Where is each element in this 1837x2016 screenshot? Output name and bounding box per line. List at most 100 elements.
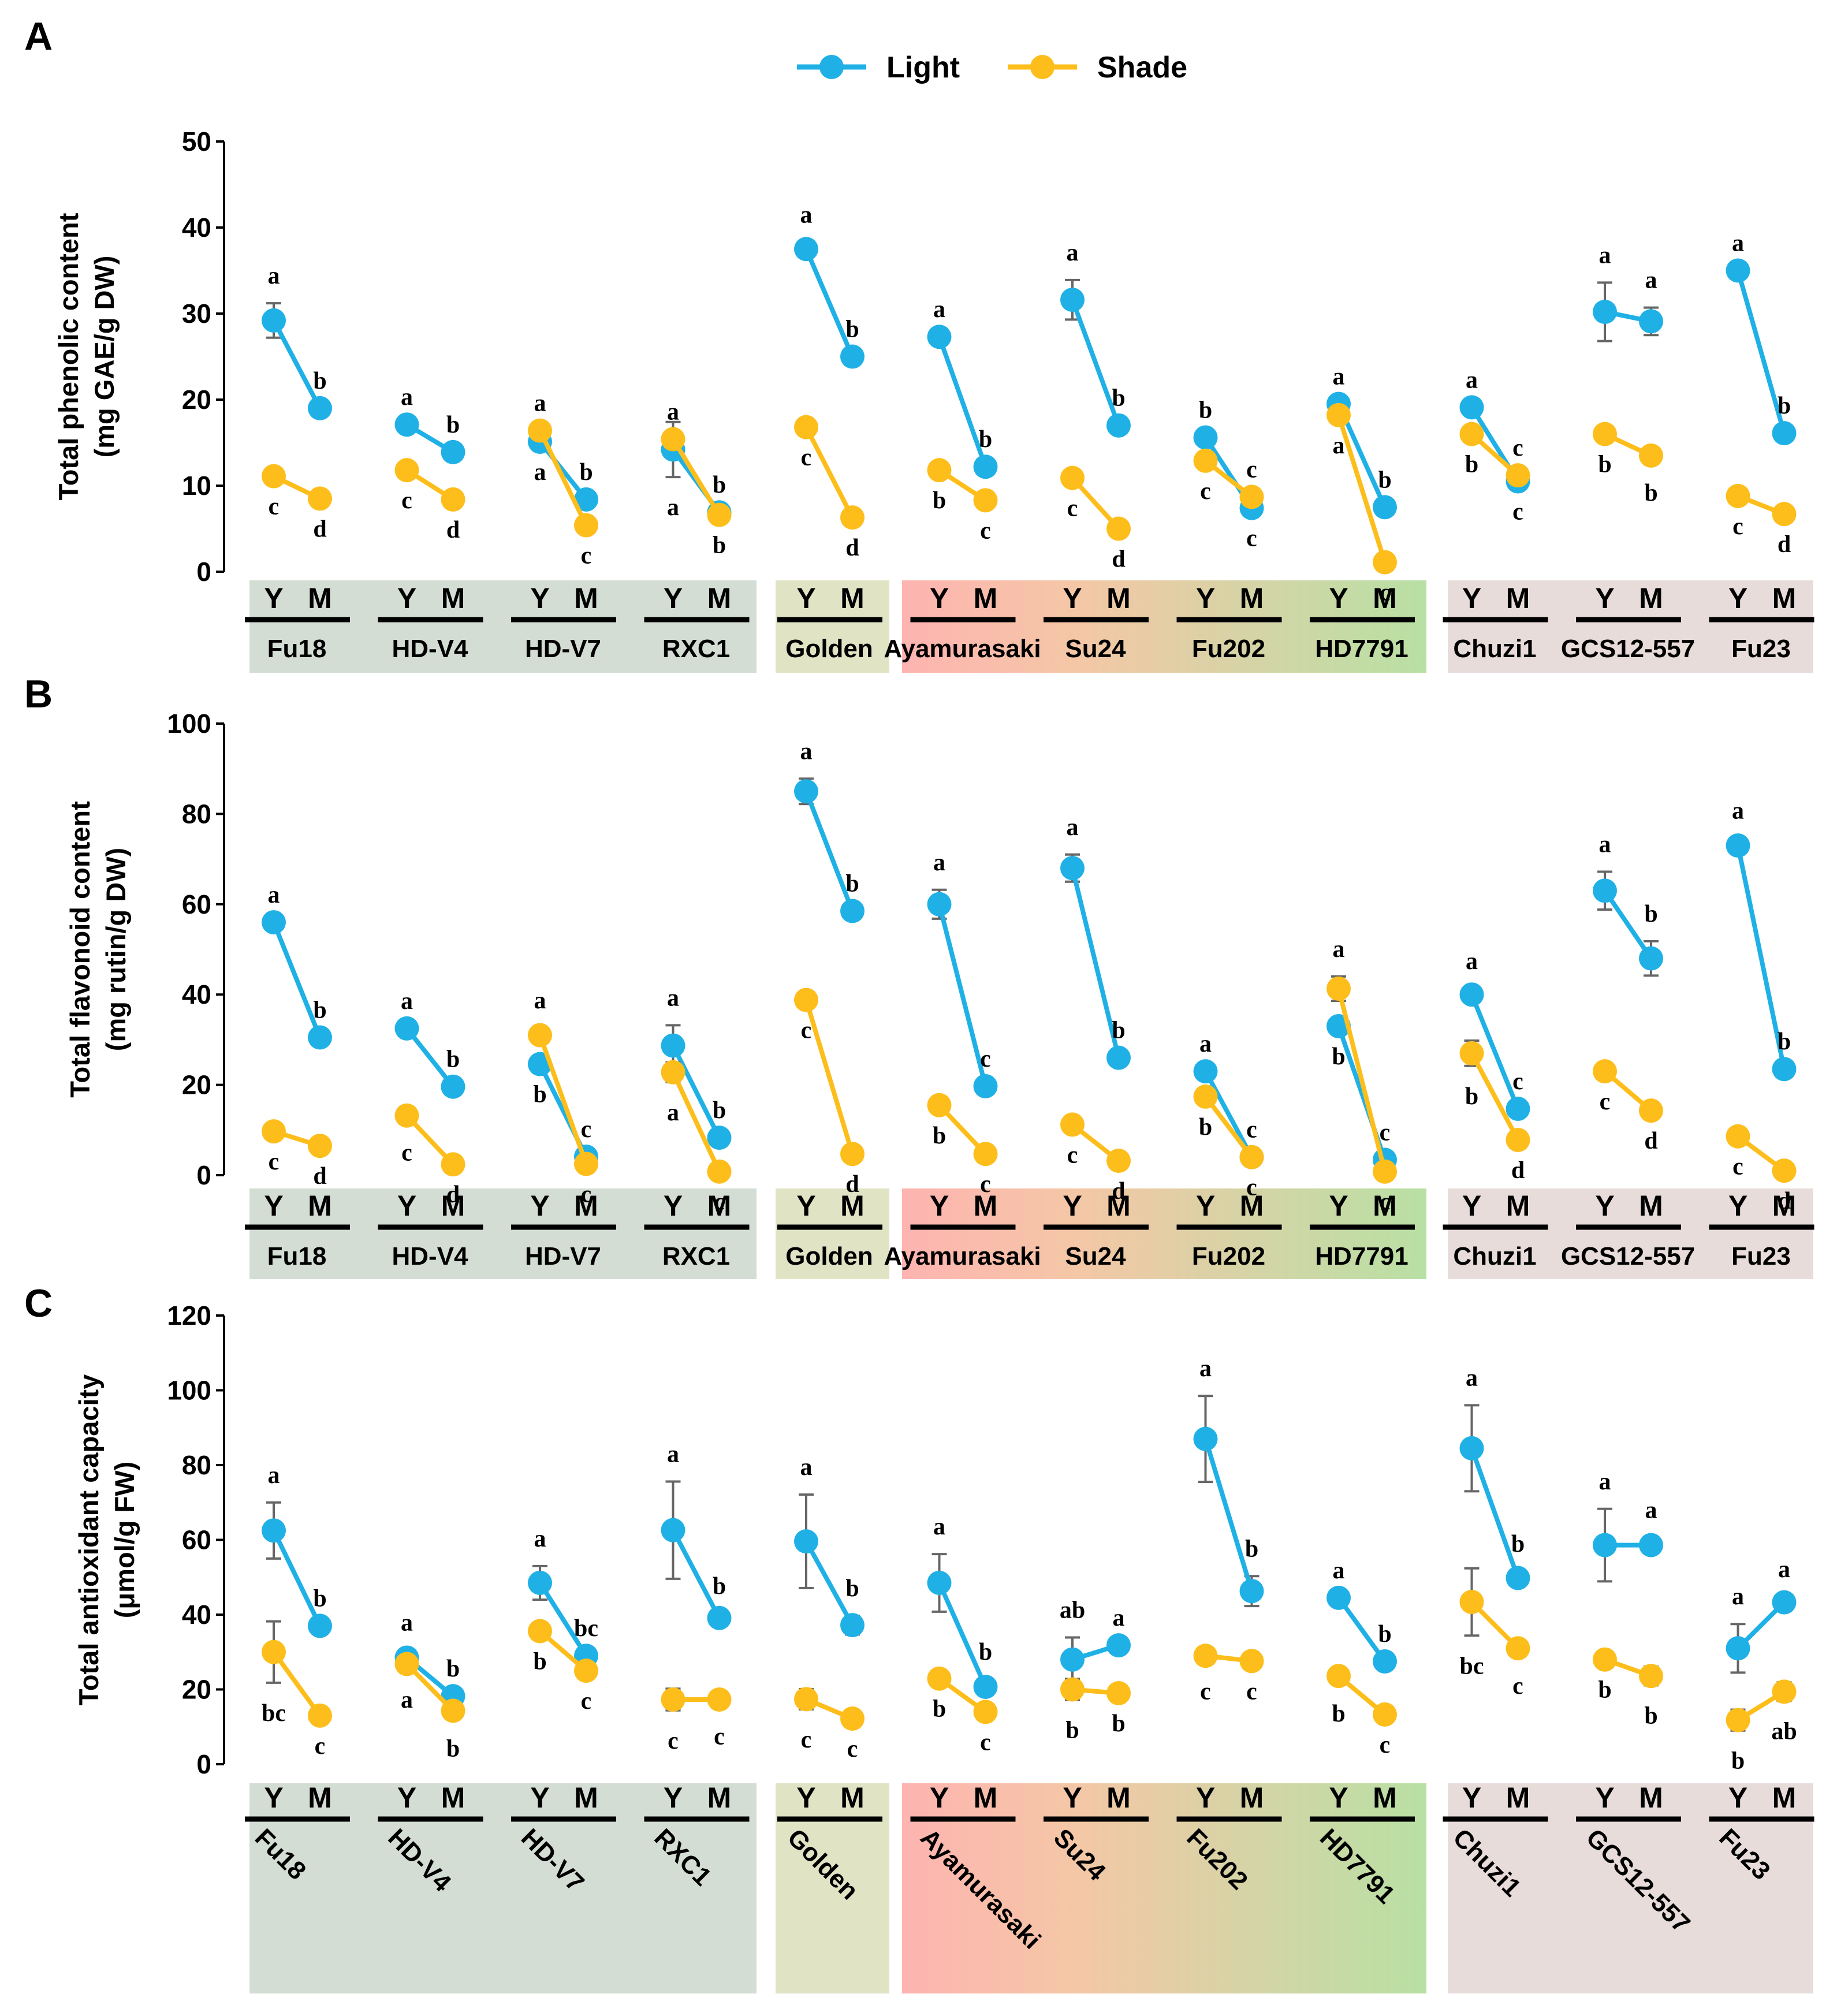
series-line-light (937, 336, 988, 468)
significance-letter-light: a (401, 1610, 413, 1637)
y-axis-label-line: Total flavonoid content (65, 801, 95, 1098)
stage-label-young: Y (1063, 1190, 1082, 1222)
significance-letter-light: a (1732, 1583, 1744, 1610)
series-line-shade (538, 1034, 588, 1165)
significance-letter-light: b (1378, 1621, 1391, 1648)
stage-label-mature: M (707, 582, 732, 614)
stage-label-mature: M (1772, 1782, 1797, 1814)
data-point-shade (661, 427, 685, 452)
legend-light-marker (819, 55, 844, 79)
significance-letter-light: c (980, 1046, 991, 1072)
significance-letter-shade: b (1332, 1701, 1345, 1727)
significance-letter-light: b (979, 1639, 992, 1665)
cultivar-label: Fu18 (267, 635, 327, 663)
significance-letter-shade: c (980, 1171, 991, 1198)
panels: A 0 10 20 30 40 50 Total phenolic content (mg GA… (24, 14, 1814, 1993)
stage-label-young: Y (1595, 1190, 1614, 1222)
data-point-light (1193, 1426, 1218, 1451)
data-point-shade (308, 1134, 332, 1158)
legend-light-label: Light (886, 51, 960, 84)
y-tick-label: 20 (182, 385, 211, 415)
significance-letter-light: b (845, 871, 859, 897)
significance-letter-shade: b (933, 487, 946, 514)
stage-label-young: Y (1462, 1190, 1481, 1222)
significance-letter-shade: a (534, 390, 546, 417)
significance-letter-shade: c (581, 1181, 592, 1208)
data-point-light (1060, 856, 1085, 881)
series-line-shade (1336, 414, 1387, 563)
significance-letter-shade: c (1732, 513, 1743, 540)
cultivar-group-band (902, 580, 1426, 673)
cultivar-label: Su24 (1065, 1242, 1126, 1270)
significance-letter-shade: d (845, 535, 859, 561)
data-point-shade (1326, 977, 1351, 1001)
significance-letter-light: bc (574, 1615, 598, 1642)
significance-letter-light: a (1599, 1469, 1611, 1495)
y-tick-label: 80 (182, 799, 211, 829)
data-point-shade (394, 458, 419, 483)
stage-label-mature: M (1772, 582, 1797, 614)
stage-label-mature: M (1639, 582, 1663, 614)
significance-letter-light: b (713, 472, 726, 498)
significance-letter-shade: d (845, 1171, 859, 1198)
significance-letter-shade: c (401, 1140, 412, 1167)
stage-label-young: Y (664, 582, 683, 614)
significance-letter-light: a (800, 202, 813, 228)
series-line-light (1336, 1596, 1387, 1663)
significance-letter-shade: b (1112, 1711, 1125, 1737)
significance-letter-shade: c (1246, 1175, 1257, 1201)
cultivar-label: Fu23 (1731, 1242, 1791, 1270)
stage-label-young: Y (930, 1782, 949, 1814)
data-point-shade (1106, 516, 1131, 541)
data-point-shade (840, 1142, 865, 1167)
stage-label-mature: M (1240, 1190, 1264, 1222)
stage-label-mature: M (1106, 1782, 1131, 1814)
stage-label-mature: M (840, 582, 865, 614)
data-point-shade (262, 464, 286, 489)
significance-letter-light: a (401, 384, 413, 411)
stage-label-young: Y (1063, 582, 1082, 614)
data-point-shade (1726, 483, 1750, 508)
series-line-light (1203, 1438, 1254, 1592)
significance-letter-shade: c (581, 543, 592, 569)
stage-label-young: Y (397, 1190, 416, 1222)
data-point-shade (1506, 463, 1530, 488)
significance-letter-light: a (1466, 948, 1478, 975)
y-tick-label: 10 (182, 471, 211, 501)
significance-letter-shade: c (1380, 1732, 1391, 1758)
significance-letter-shade: b (1065, 1717, 1079, 1744)
series-line-shade (804, 426, 855, 519)
data-point-shade (973, 488, 998, 513)
significance-letter-light: b (1378, 467, 1391, 493)
y-tick-label: 0 (196, 557, 211, 587)
y-tick-label: 50 (182, 126, 211, 156)
data-point-light (262, 308, 286, 333)
significance-letter-shade: c (668, 1728, 679, 1754)
significance-letter-shade: b (1644, 480, 1657, 506)
significance-letter-light: b (1199, 397, 1212, 424)
data-point-shade (574, 1659, 598, 1683)
significance-letter-light: c (581, 1116, 592, 1143)
significance-letter-light: c (1246, 1117, 1257, 1143)
data-point-shade (1060, 1112, 1085, 1137)
stage-label-mature: M (1373, 1190, 1397, 1222)
significance-letter-light: ab (1060, 1597, 1085, 1623)
stage-label-young: Y (397, 1782, 416, 1814)
series-line-shade (1203, 1095, 1254, 1159)
significance-letter-light: a (933, 1514, 945, 1540)
cultivar-group-band (1448, 1188, 1813, 1279)
data-point-shade (1639, 1098, 1663, 1123)
significance-letter-light: b (446, 412, 460, 438)
stage-label-young: Y (264, 1782, 283, 1814)
series-line-light (271, 1529, 322, 1627)
data-point-shade (794, 415, 818, 439)
data-point-light (1593, 300, 1617, 325)
data-point-light (927, 892, 952, 916)
cultivar-label: Golden (785, 635, 873, 663)
y-axis-label-line: Total phenolic content (53, 213, 84, 500)
y-tick-label: 0 (196, 1160, 211, 1190)
data-point-light (1373, 1649, 1397, 1674)
series-line-light (1603, 889, 1653, 960)
stage-label-mature: M (974, 582, 998, 614)
data-point-light (973, 454, 998, 479)
